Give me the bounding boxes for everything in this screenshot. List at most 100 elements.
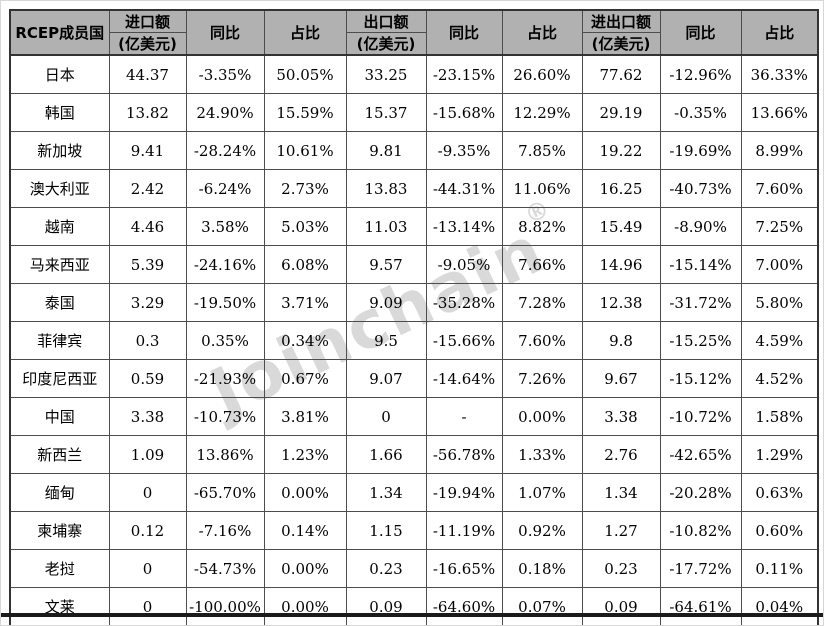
import-amount-cell: 0 xyxy=(108,587,187,625)
export-share-cell: 7.66% xyxy=(501,245,583,284)
import-yoy-cell: 13.86% xyxy=(185,435,265,474)
export-amount-cell: 9.81 xyxy=(345,131,427,170)
import-amount-cell: 44.37 xyxy=(108,54,187,94)
import-yoy-cell: -28.24% xyxy=(185,131,265,170)
import-share-cell: 15.59% xyxy=(263,93,347,132)
country-cell: 泰国 xyxy=(9,283,110,322)
import-yoy-cell: -3.35% xyxy=(185,54,265,94)
export-yoy-cell: -56.78% xyxy=(425,435,503,474)
export-yoy-cell: -15.66% xyxy=(425,321,503,360)
table-row: 新西兰 1.09 13.86% 1.23% 1.66 -56.78% 1.33%… xyxy=(9,435,819,474)
total-amount-cell: 2.76 xyxy=(581,435,661,474)
table-header: RCEP成员国 进口额 同比 占比 出口额 同比 占比 进出口额 同比 占比 (… xyxy=(9,9,819,56)
export-share-cell: 8.82% xyxy=(501,207,583,246)
export-share-cell: 12.29% xyxy=(501,93,583,132)
import-share-cell: 1.23% xyxy=(263,435,347,474)
import-yoy-cell: 24.90% xyxy=(185,93,265,132)
import-share-cell: 2.73% xyxy=(263,169,347,208)
bottom-divider xyxy=(1,613,823,617)
import-amount-cell: 9.41 xyxy=(108,131,187,170)
export-amount-cell: 9.57 xyxy=(345,245,427,284)
header-country: RCEP成员国 xyxy=(9,9,110,56)
country-cell: 澳大利亚 xyxy=(9,169,110,208)
export-amount-cell: 9.07 xyxy=(345,359,427,398)
header-import-yoy: 同比 xyxy=(185,9,265,56)
export-amount-cell: 33.25 xyxy=(345,54,427,94)
total-yoy-cell: -17.72% xyxy=(659,549,742,588)
export-yoy-cell: - xyxy=(425,397,503,436)
import-amount-cell: 4.46 xyxy=(108,207,187,246)
export-amount-cell: 0.09 xyxy=(345,587,427,625)
import-share-cell: 3.81% xyxy=(263,397,347,436)
import-share-cell: 0.00% xyxy=(263,473,347,512)
total-share-cell: 4.59% xyxy=(740,321,819,360)
country-cell: 日本 xyxy=(9,54,110,94)
table-row: 马来西亚 5.39 -24.16% 6.08% 9.57 -9.05% 7.66… xyxy=(9,245,819,284)
import-yoy-cell: -6.24% xyxy=(185,169,265,208)
total-share-cell: 0.04% xyxy=(740,587,819,625)
total-yoy-cell: -0.35% xyxy=(659,93,742,132)
header-export-amount: 出口额 xyxy=(345,9,427,33)
total-amount-cell: 19.22 xyxy=(581,131,661,170)
export-amount-cell: 15.37 xyxy=(345,93,427,132)
rcep-trade-table: RCEP成员国 进口额 同比 占比 出口额 同比 占比 进出口额 同比 占比 (… xyxy=(9,9,819,625)
total-amount-cell: 29.19 xyxy=(581,93,661,132)
total-amount-cell: 9.67 xyxy=(581,359,661,398)
import-share-cell: 0.34% xyxy=(263,321,347,360)
export-amount-cell: 11.03 xyxy=(345,207,427,246)
header-import-share: 占比 xyxy=(263,9,347,56)
total-share-cell: 7.25% xyxy=(740,207,819,246)
country-cell: 菲律宾 xyxy=(9,321,110,360)
total-yoy-cell: -64.61% xyxy=(659,587,742,625)
total-amount-cell: 77.62 xyxy=(581,54,661,94)
total-amount-cell: 9.8 xyxy=(581,321,661,360)
total-amount-cell: 14.96 xyxy=(581,245,661,284)
import-share-cell: 5.03% xyxy=(263,207,347,246)
header-total-amount: 进出口额 xyxy=(581,9,661,33)
total-share-cell: 0.60% xyxy=(740,511,819,550)
header-import-unit: (亿美元) xyxy=(108,32,187,56)
export-share-cell: 1.33% xyxy=(501,435,583,474)
import-amount-cell: 5.39 xyxy=(108,245,187,284)
import-amount-cell: 0 xyxy=(108,473,187,512)
export-yoy-cell: -64.60% xyxy=(425,587,503,625)
export-share-cell: 26.60% xyxy=(501,54,583,94)
total-share-cell: 7.60% xyxy=(740,169,819,208)
total-yoy-cell: -10.72% xyxy=(659,397,742,436)
total-amount-cell: 3.38 xyxy=(581,397,661,436)
export-yoy-cell: -19.94% xyxy=(425,473,503,512)
total-amount-cell: 1.34 xyxy=(581,473,661,512)
export-share-cell: 11.06% xyxy=(501,169,583,208)
export-share-cell: 0.92% xyxy=(501,511,583,550)
total-amount-cell: 16.25 xyxy=(581,169,661,208)
table-row: 柬埔寨 0.12 -7.16% 0.14% 1.15 -11.19% 0.92%… xyxy=(9,511,819,550)
total-yoy-cell: -31.72% xyxy=(659,283,742,322)
table-row: 老挝 0 -54.73% 0.00% 0.23 -16.65% 0.18% 0.… xyxy=(9,549,819,588)
export-yoy-cell: -15.68% xyxy=(425,93,503,132)
total-share-cell: 0.11% xyxy=(740,549,819,588)
total-share-cell: 4.52% xyxy=(740,359,819,398)
import-share-cell: 0.00% xyxy=(263,549,347,588)
export-share-cell: 7.26% xyxy=(501,359,583,398)
table-row: 韩国 13.82 24.90% 15.59% 15.37 -15.68% 12.… xyxy=(9,93,819,132)
export-yoy-cell: -16.65% xyxy=(425,549,503,588)
total-amount-cell: 0.23 xyxy=(581,549,661,588)
export-share-cell: 0.00% xyxy=(501,397,583,436)
export-yoy-cell: -13.14% xyxy=(425,207,503,246)
import-amount-cell: 0.59 xyxy=(108,359,187,398)
import-amount-cell: 1.09 xyxy=(108,435,187,474)
total-yoy-cell: -42.65% xyxy=(659,435,742,474)
header-import-amount: 进口额 xyxy=(108,9,187,33)
header-row-top: RCEP成员国 进口额 同比 占比 出口额 同比 占比 进出口额 同比 占比 xyxy=(9,9,819,56)
country-cell: 文莱 xyxy=(9,587,110,625)
export-amount-cell: 1.15 xyxy=(345,511,427,550)
export-yoy-cell: -23.15% xyxy=(425,54,503,94)
header-row-unit: (亿美元) (亿美元) (亿美元) xyxy=(10,32,818,56)
header-export-share: 占比 xyxy=(501,9,583,56)
table-row: 印度尼西亚 0.59 -21.93% 0.67% 9.07 -14.64% 7.… xyxy=(9,359,819,398)
table-body: 日本 44.37 -3.35% 50.05% 33.25 -23.15% 26.… xyxy=(9,54,819,625)
total-yoy-cell: -19.69% xyxy=(659,131,742,170)
total-share-cell: 13.66% xyxy=(740,93,819,132)
table-row: 新加坡 9.41 -28.24% 10.61% 9.81 -9.35% 7.85… xyxy=(9,131,819,170)
export-share-cell: 7.85% xyxy=(501,131,583,170)
